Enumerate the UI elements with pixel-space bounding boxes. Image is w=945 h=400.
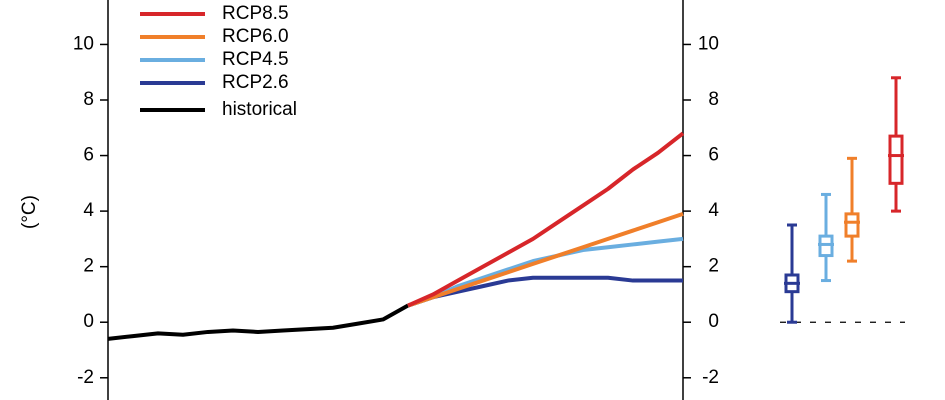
y2-tick-label: 8 <box>708 89 719 110</box>
legend-label: RCP6.0 <box>222 26 289 47</box>
series-line <box>407 211 684 308</box>
legend-label: RCP4.5 <box>222 49 289 70</box>
y2-tick-label: 4 <box>708 200 719 221</box>
legend-label: historical <box>222 99 297 120</box>
y-axis-label: (°C) <box>19 195 40 229</box>
y2-tick-label: -2 <box>702 367 719 388</box>
series-line <box>107 303 409 341</box>
legend-label: RCP2.6 <box>222 72 289 93</box>
y-tick-label: -2 <box>77 367 94 388</box>
y2-tick-label: 10 <box>698 33 719 54</box>
series-line <box>407 131 685 308</box>
box <box>888 134 904 185</box>
y-tick-label: 2 <box>83 256 94 277</box>
series-line <box>407 275 683 308</box>
y2-tick-label: 2 <box>708 256 719 277</box>
y-tick-label: 6 <box>83 145 94 166</box>
y-tick-label: 4 <box>83 200 94 221</box>
y2-tick-label: 0 <box>708 311 719 332</box>
y-tick-label: 10 <box>73 33 94 54</box>
box <box>844 212 860 238</box>
y-tick-label: 0 <box>83 311 94 332</box>
y-tick-label: 8 <box>83 89 94 110</box>
legend-label: RCP8.5 <box>222 3 289 24</box>
y2-tick-label: 6 <box>708 145 719 166</box>
